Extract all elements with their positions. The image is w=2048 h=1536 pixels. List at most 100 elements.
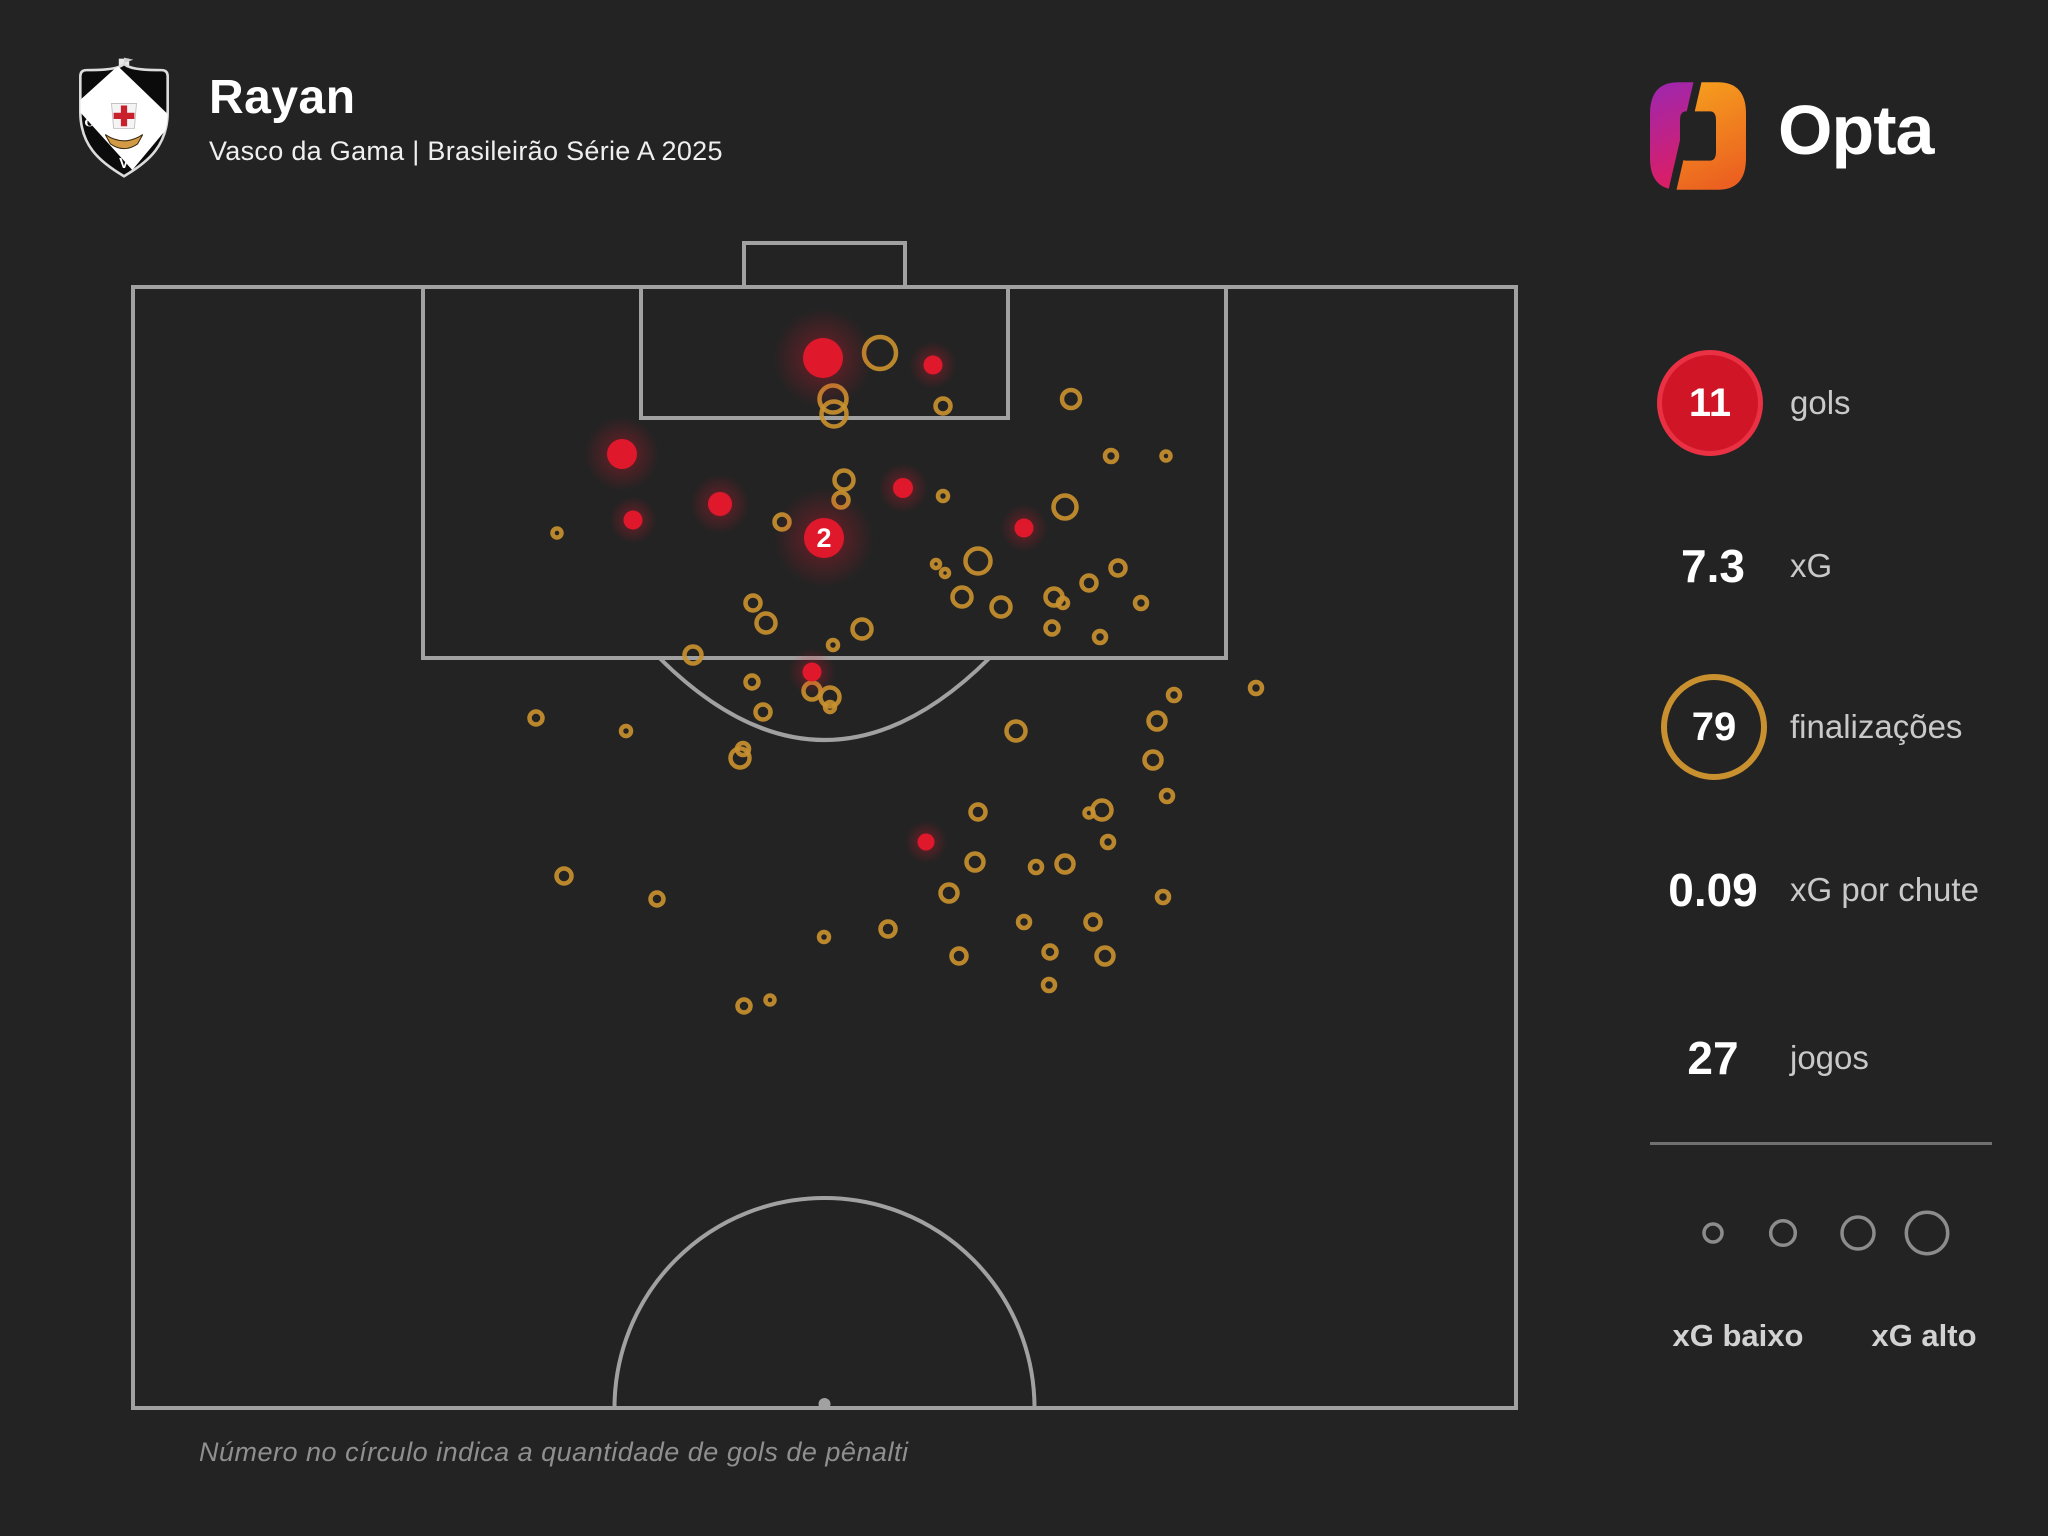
shot-marker <box>1132 594 1150 612</box>
shot-marker <box>754 611 778 635</box>
legend-size-circle <box>1702 1222 1724 1244</box>
stat-goals-value: 11 <box>1688 380 1732 425</box>
shot-marker <box>735 997 753 1015</box>
shot-markers-layer: 2 <box>527 308 1265 1015</box>
shot-marker <box>1055 595 1071 611</box>
goal-marker <box>804 518 844 558</box>
goal-marker <box>803 338 843 378</box>
shot-marker <box>1108 558 1128 578</box>
stat-xg-value: 7.3 <box>1681 540 1745 592</box>
page-subtitle: Vasco da Gama | Brasileirão Série A 2025 <box>209 136 723 166</box>
penalty-goal-count: 2 <box>816 523 831 553</box>
stat-shots-value: 79 <box>1691 704 1737 749</box>
legend-size-circle <box>1904 1210 1950 1256</box>
club-crest: CR V <box>79 57 169 178</box>
shot-marker <box>1041 943 1059 961</box>
shot-marker <box>1079 573 1099 593</box>
center-spot <box>818 1398 831 1410</box>
shot-marker <box>743 593 763 613</box>
shot-marker <box>1027 858 1045 876</box>
shot-marker <box>1083 912 1103 932</box>
goal-marker <box>893 478 913 498</box>
stat-xg-per-shot-label: xG por chute <box>1790 871 1979 908</box>
shot-marker <box>1165 686 1183 704</box>
shot-marker <box>1094 945 1116 967</box>
shot-marker <box>938 882 960 904</box>
shot-marker <box>1099 833 1117 851</box>
stat-goals-circle: 11 <box>1657 350 1763 456</box>
header-title-block: Rayan Vasco da Gama | Brasileirão Série … <box>209 74 723 167</box>
goal-marker <box>607 439 637 469</box>
shot-marker <box>950 585 974 609</box>
shot-marker <box>818 685 842 709</box>
opta-wordmark: Opta <box>1778 91 1934 169</box>
penalty-caption: Número no círculo indica a quantidade de… <box>199 1437 909 1467</box>
shot-marker <box>728 746 752 770</box>
shot-marker <box>1142 749 1164 771</box>
crest-red-cross <box>113 105 135 127</box>
goal-marker <box>923 355 943 375</box>
shot-marker <box>753 702 773 722</box>
shot-marker <box>1091 628 1109 646</box>
shot-marker <box>963 546 993 576</box>
shot-marker <box>682 644 704 666</box>
pitch-boundary <box>131 285 1518 1410</box>
shot-marker <box>1059 387 1083 411</box>
shot-marker <box>822 699 838 715</box>
goal-marker <box>623 510 643 530</box>
page-title: Rayan <box>209 71 356 124</box>
shot-marker <box>648 890 666 908</box>
shot-marker <box>1040 976 1058 994</box>
goal-marker <box>917 833 935 851</box>
shot-marker <box>825 637 841 653</box>
shot-marker <box>1015 913 1033 931</box>
center-circle <box>612 1196 1037 1409</box>
stat-xg-label: xG <box>1790 547 1833 584</box>
shot-marker <box>1102 447 1120 465</box>
opta-logo-icon <box>1650 82 1746 190</box>
shot-marker <box>1158 787 1176 805</box>
shot-marker <box>929 557 943 571</box>
crest-cr-monogram: CR <box>85 115 104 129</box>
shot-marker <box>1247 679 1265 697</box>
stat-games-label: jogos <box>1790 1039 1869 1076</box>
shot-marker <box>935 488 951 504</box>
shot-marker <box>550 526 564 540</box>
xg-size-legend <box>1702 1210 1950 1256</box>
shot-marker <box>1043 619 1061 637</box>
pitch-lines <box>131 241 1518 1410</box>
shot-marker <box>1154 888 1172 906</box>
shot-marker <box>878 919 898 939</box>
shot-marker <box>832 468 856 492</box>
legend-size-circle <box>1840 1215 1876 1251</box>
shot-marker <box>743 673 761 691</box>
stat-goals-label: gols <box>1790 384 1851 421</box>
stat-xg-per-shot-value: 0.09 <box>1668 864 1758 916</box>
shot-marker <box>763 993 777 1007</box>
shot-marker <box>816 929 832 945</box>
goal-marker <box>708 492 732 516</box>
panel-divider <box>1650 1142 1992 1145</box>
shot-marker <box>1051 493 1079 521</box>
shot-marker <box>938 566 952 580</box>
shot-marker <box>1159 449 1173 463</box>
shot-marker <box>1054 853 1076 875</box>
shot-marker <box>1082 806 1096 820</box>
shot-marker <box>964 851 986 873</box>
shot-marker <box>933 396 953 416</box>
shot-marker <box>1090 798 1114 822</box>
stat-games-value: 27 <box>1687 1032 1739 1084</box>
shot-marker <box>1004 719 1028 743</box>
shot-marker <box>554 866 574 886</box>
stat-shots-label: finalizações <box>1790 708 1963 745</box>
legend-size-circle <box>1768 1218 1798 1248</box>
goal-marker <box>802 662 822 682</box>
shot-marker <box>1146 710 1168 732</box>
shot-marker <box>618 723 634 739</box>
legend-high-label: xG alto <box>1871 1318 1977 1353</box>
crest-ship-hull <box>104 134 144 150</box>
goal-frame <box>742 241 907 289</box>
stat-shots-circle: 79 <box>1661 674 1767 780</box>
shot-marker <box>989 595 1013 619</box>
